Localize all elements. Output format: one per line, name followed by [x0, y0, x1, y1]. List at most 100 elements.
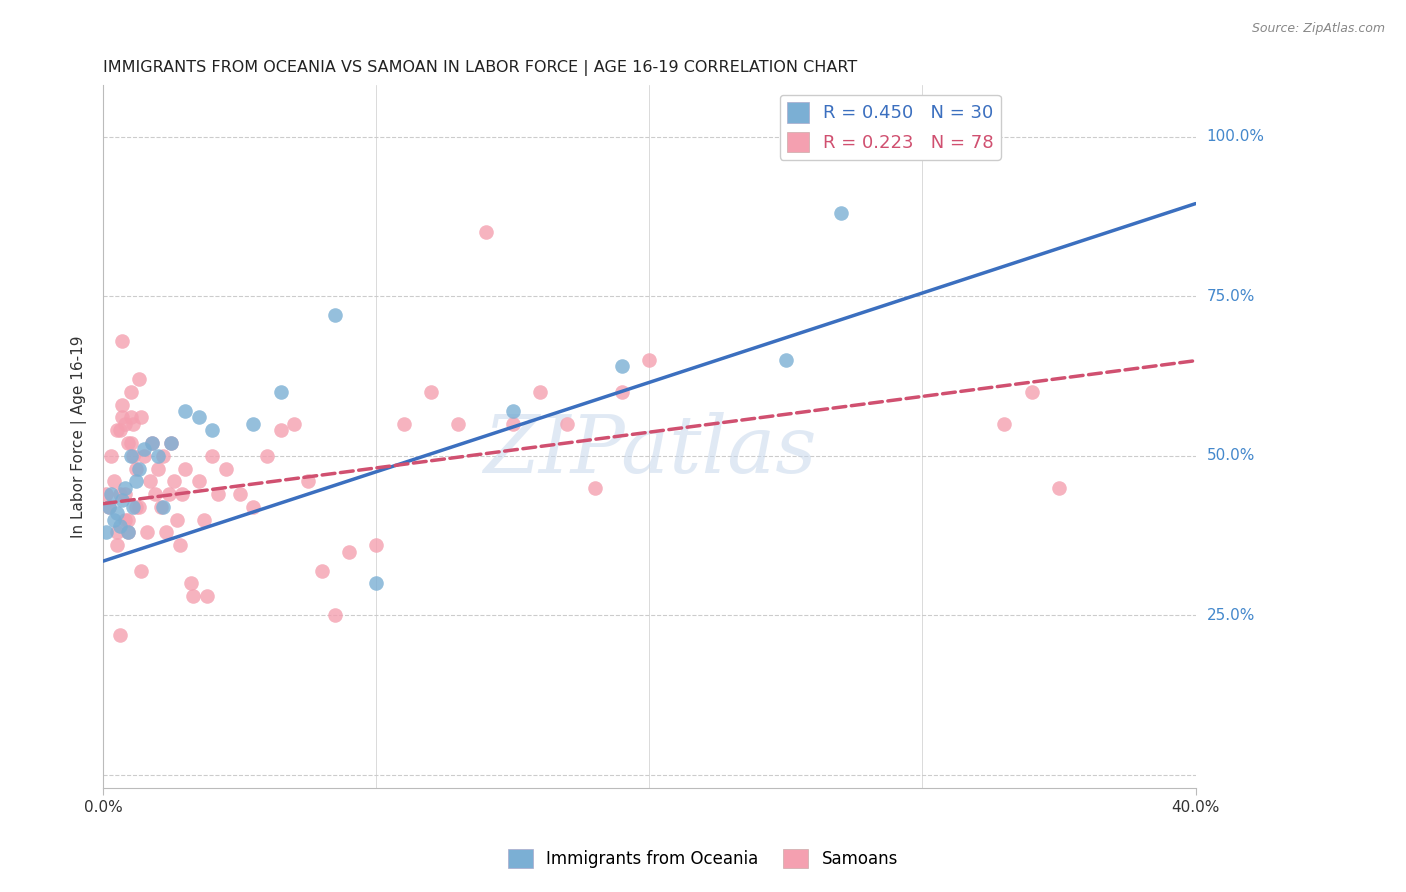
Text: IMMIGRANTS FROM OCEANIA VS SAMOAN IN LABOR FORCE | AGE 16-19 CORRELATION CHART: IMMIGRANTS FROM OCEANIA VS SAMOAN IN LAB…: [103, 60, 858, 76]
Point: [325, 308, 347, 322]
Point: [117, 436, 139, 450]
Point: [180, 576, 202, 591]
Point: [419, 384, 441, 399]
Point: [128, 500, 150, 514]
Point: [325, 608, 347, 623]
Point: [337, 544, 360, 558]
Text: 75.0%: 75.0%: [1206, 289, 1256, 303]
Point: [105, 538, 128, 552]
Point: [114, 417, 136, 431]
Point: [163, 475, 186, 489]
Point: [830, 206, 852, 220]
Point: [207, 487, 229, 501]
Point: [270, 384, 292, 399]
Point: [108, 487, 131, 501]
Point: [117, 525, 139, 540]
Point: [141, 436, 163, 450]
Point: [105, 525, 128, 540]
Point: [502, 404, 524, 418]
Point: [120, 449, 142, 463]
Point: [187, 410, 209, 425]
Point: [529, 384, 551, 399]
Point: [135, 525, 157, 540]
Point: [1021, 384, 1043, 399]
Point: [610, 359, 633, 374]
Point: [155, 525, 177, 540]
Text: 100.0%: 100.0%: [1206, 129, 1264, 145]
Point: [108, 423, 131, 437]
Point: [105, 506, 128, 520]
Point: [134, 449, 156, 463]
Point: [117, 513, 139, 527]
Text: 50.0%: 50.0%: [1206, 449, 1256, 463]
Point: [174, 404, 197, 418]
Point: [242, 500, 264, 514]
Point: [131, 410, 153, 425]
Point: [122, 449, 145, 463]
Point: [392, 417, 415, 431]
Point: [297, 475, 319, 489]
Point: [111, 398, 134, 412]
Point: [215, 461, 238, 475]
Point: [166, 513, 188, 527]
Point: [143, 487, 166, 501]
Point: [131, 564, 153, 578]
Point: [114, 481, 136, 495]
Point: [114, 487, 136, 501]
Point: [557, 417, 579, 431]
Point: [201, 449, 224, 463]
Point: [100, 449, 122, 463]
Point: [146, 461, 169, 475]
Point: [149, 500, 172, 514]
Point: [152, 500, 174, 514]
Point: [120, 384, 142, 399]
Text: Source: ZipAtlas.com: Source: ZipAtlas.com: [1251, 22, 1385, 36]
Point: [187, 475, 209, 489]
Point: [111, 493, 134, 508]
Point: [94, 487, 117, 501]
Point: [775, 353, 797, 368]
Point: [103, 513, 125, 527]
Point: [366, 538, 388, 552]
Point: [97, 500, 120, 514]
Point: [103, 475, 125, 489]
Point: [195, 589, 218, 603]
Point: [242, 417, 264, 431]
Point: [966, 129, 988, 144]
Point: [146, 449, 169, 463]
Point: [141, 436, 163, 450]
Point: [160, 436, 183, 450]
Point: [447, 417, 470, 431]
Point: [120, 410, 142, 425]
Point: [122, 500, 145, 514]
Point: [120, 436, 142, 450]
Point: [172, 487, 194, 501]
Point: [111, 410, 134, 425]
Text: ZIPatlas: ZIPatlas: [482, 412, 815, 490]
Point: [169, 538, 191, 552]
Point: [125, 500, 148, 514]
Point: [256, 449, 278, 463]
Legend: R = 0.450   N = 30, R = 0.223   N = 78: R = 0.450 N = 30, R = 0.223 N = 78: [780, 95, 1001, 160]
Point: [270, 423, 292, 437]
Point: [1047, 481, 1070, 495]
Point: [183, 589, 205, 603]
Point: [160, 436, 183, 450]
Point: [128, 372, 150, 386]
Point: [125, 461, 148, 475]
Point: [105, 423, 128, 437]
Point: [134, 442, 156, 457]
Point: [193, 513, 215, 527]
Point: [174, 461, 197, 475]
Text: 25.0%: 25.0%: [1206, 607, 1256, 623]
Point: [993, 417, 1015, 431]
Point: [583, 481, 606, 495]
Point: [229, 487, 252, 501]
Point: [474, 225, 496, 239]
Point: [128, 461, 150, 475]
Point: [108, 627, 131, 641]
Point: [122, 417, 145, 431]
Point: [100, 487, 122, 501]
Point: [201, 423, 224, 437]
Point: [502, 417, 524, 431]
